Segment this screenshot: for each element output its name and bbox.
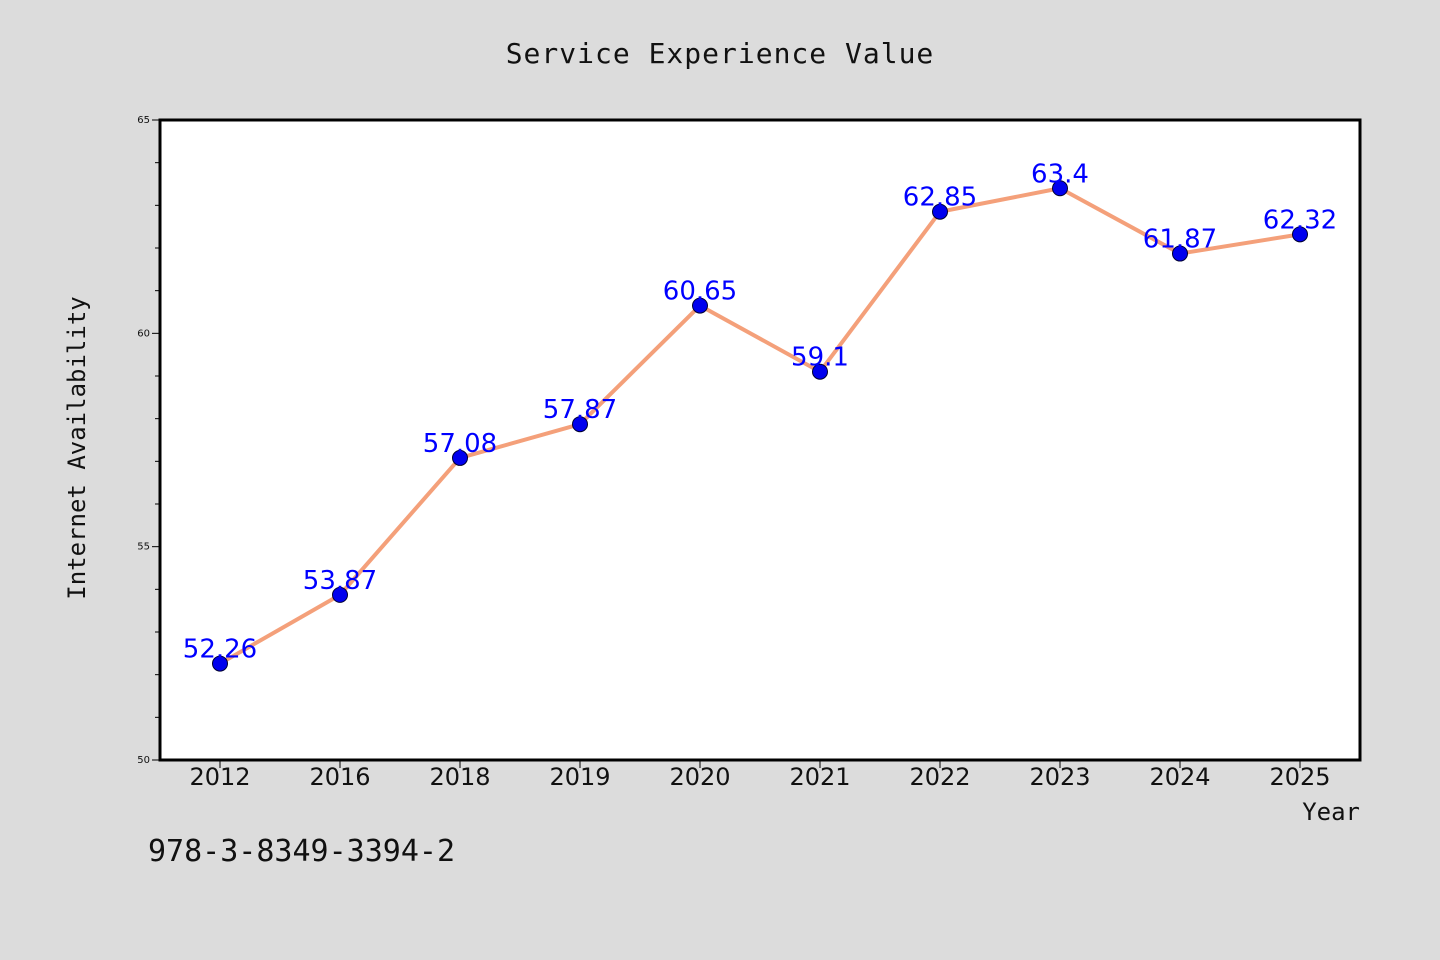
- data-label: 59.1: [791, 343, 849, 373]
- data-point: [332, 586, 348, 603]
- x-tick-label: 2018: [429, 763, 490, 791]
- x-tick-label: 2012: [189, 763, 250, 791]
- data-label: 52.26: [183, 635, 257, 665]
- y-tick-label: 60: [137, 328, 150, 339]
- data-point: [812, 363, 828, 380]
- x-tick-label: 2023: [1029, 763, 1090, 791]
- data-label: 53.87: [303, 566, 377, 596]
- x-tick-label: 2016: [309, 763, 370, 791]
- data-label: 63.4: [1031, 159, 1089, 189]
- x-tick-label: 2021: [789, 763, 850, 791]
- data-point: [572, 416, 588, 433]
- y-axis-label: Internet Availability: [63, 296, 91, 599]
- y-tick-label: 55: [137, 542, 150, 553]
- x-axis-ticks: 2012 2016 2018 2019 2020 2021 2022 2023 2024 2025: [189, 760, 1331, 791]
- data-point: [1292, 226, 1308, 243]
- chart-title: Service Experience Value: [506, 37, 935, 70]
- x-tick-label: 2019: [549, 763, 610, 791]
- y-tick-label: 50: [137, 755, 150, 766]
- data-label-layer: 52.26 53.87 57.08 57.87 60.65 59.1 62.85 63.4 61…: [183, 159, 1337, 664]
- data-label: 61.87: [1143, 225, 1217, 255]
- x-tick-label: 2022: [909, 763, 970, 791]
- data-point: [1052, 180, 1068, 197]
- x-axis-label: Year: [1302, 798, 1360, 826]
- y-axis-ticks: 50 55 60 65: [137, 115, 160, 766]
- y-tick-label: 65: [137, 115, 150, 126]
- plot-frame: [158, 118, 1362, 762]
- data-label: 62.32: [1263, 205, 1337, 235]
- x-tick-label: 2024: [1149, 763, 1210, 791]
- series-layer: [212, 180, 1308, 672]
- plot-area: [160, 120, 1360, 760]
- x-tick-label: 2020: [669, 763, 730, 791]
- series-line: [218, 186, 1302, 666]
- data-point: [692, 297, 708, 314]
- x-tick-label: 2025: [1269, 763, 1330, 791]
- data-point: [212, 655, 228, 672]
- data-point: [932, 203, 948, 220]
- isbn-footer: 978-3-8349-3394-2: [148, 834, 456, 869]
- data-point: [452, 449, 468, 466]
- data-label: 60.65: [663, 277, 737, 307]
- data-label: 57.08: [423, 429, 497, 459]
- data-label: 57.87: [543, 395, 617, 425]
- data-label: 62.85: [903, 183, 977, 213]
- data-point: [1172, 245, 1188, 262]
